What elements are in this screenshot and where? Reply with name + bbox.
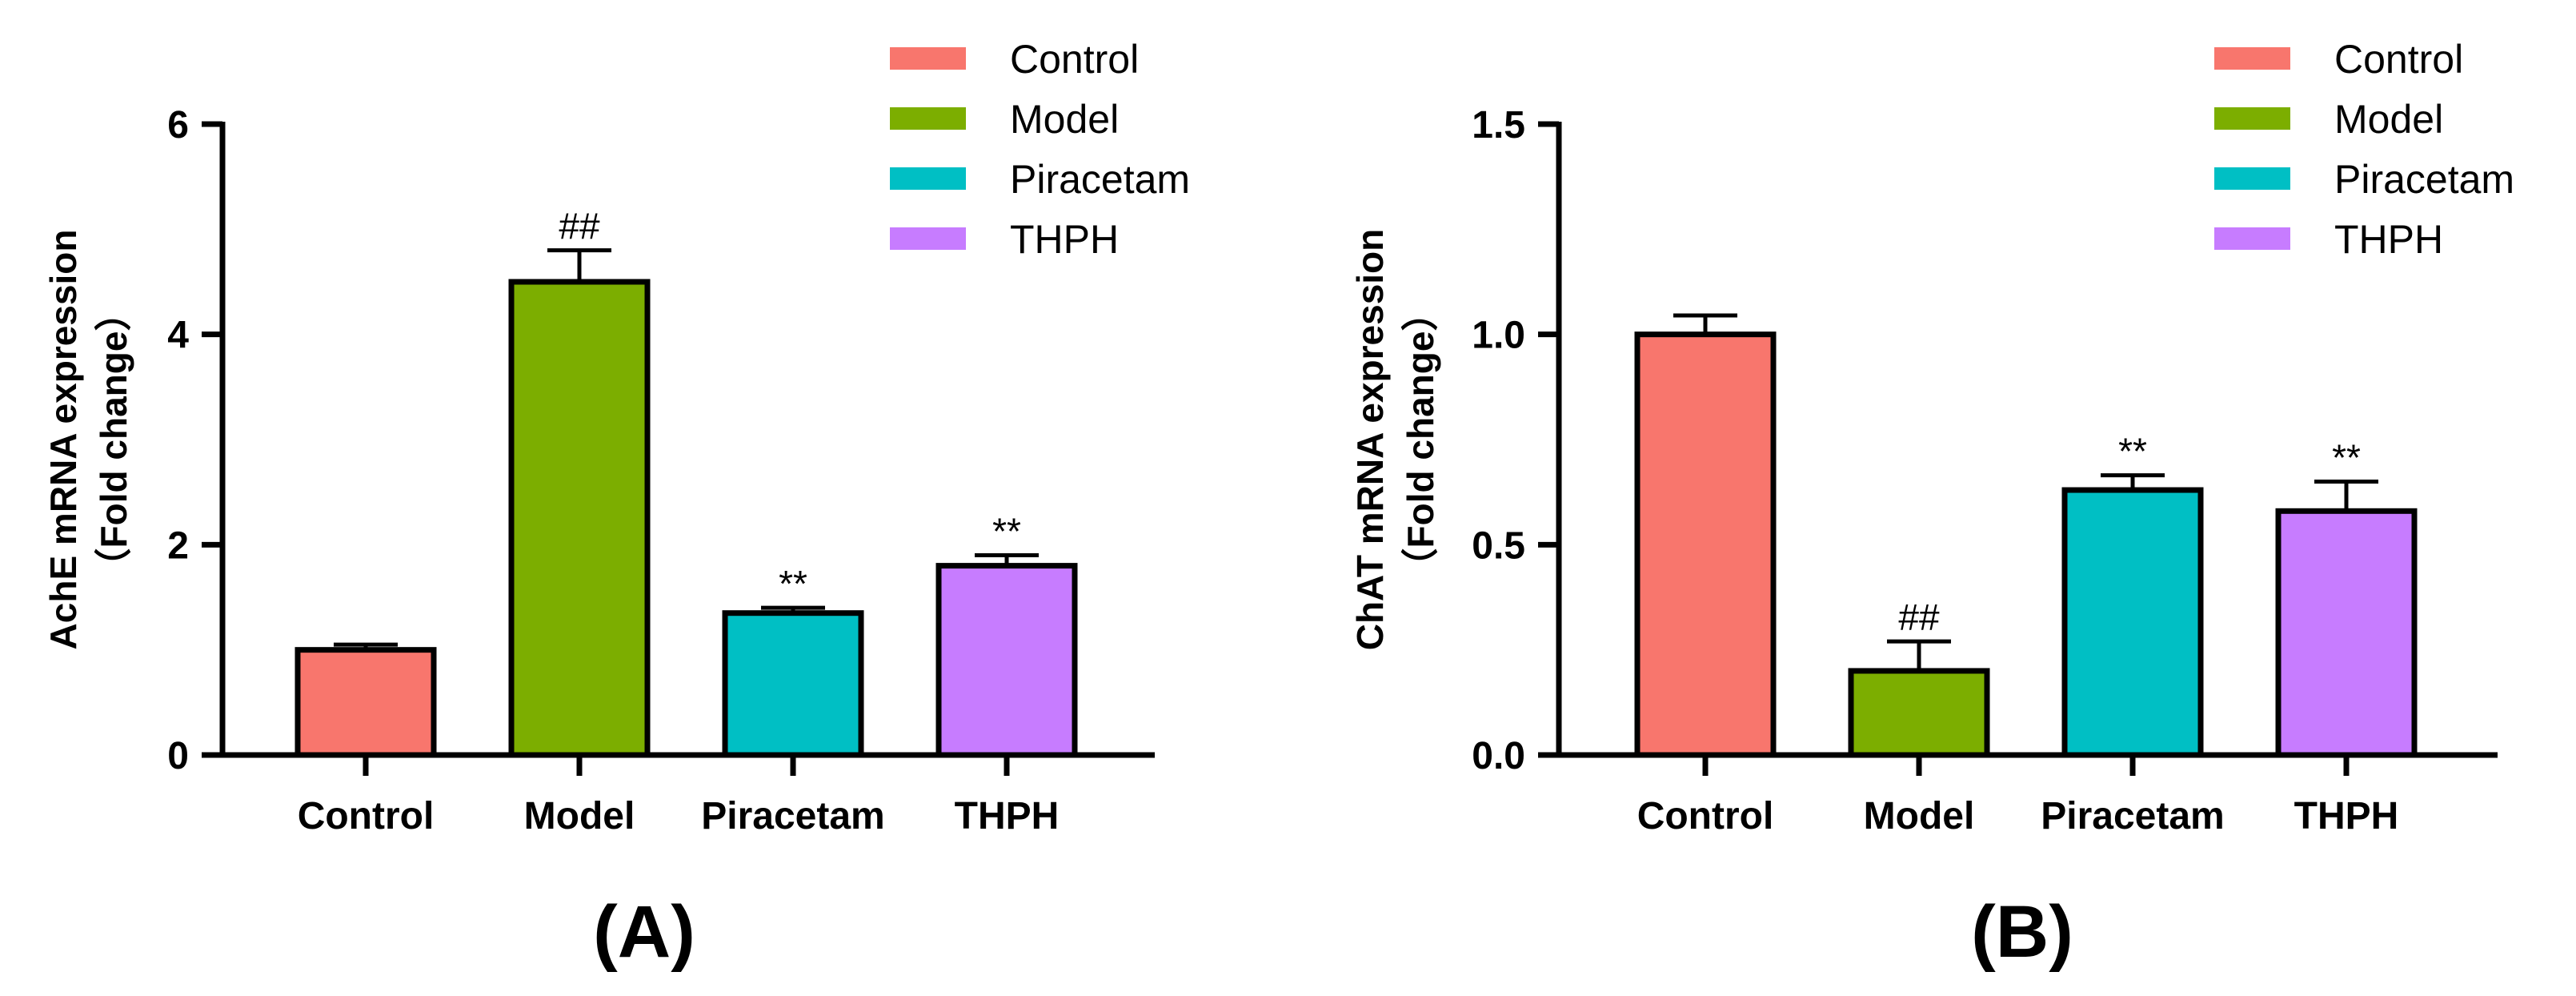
y-axis-label: ChAT mRNA expression xyxy=(1349,229,1391,651)
legend-label-model: Model xyxy=(2334,97,2443,142)
legend-label-thph: THPH xyxy=(1010,217,1119,262)
y-tick-label: 6 xyxy=(167,104,189,147)
legend-label-piracetam: Piracetam xyxy=(2334,157,2514,202)
legend-swatch-thph xyxy=(2214,227,2290,250)
y-tick-label: 0.5 xyxy=(1472,524,1525,567)
y-axis-label-units: （Fold change） xyxy=(93,295,134,585)
legend-swatch-model xyxy=(2214,107,2290,130)
y-axis-label: AchE mRNA expression xyxy=(42,230,84,650)
legend-label-piracetam: Piracetam xyxy=(1010,157,1190,202)
panel-label: (B) xyxy=(1971,891,2073,973)
y-tick-label: 2 xyxy=(167,524,189,567)
bar-piracetam xyxy=(722,610,864,758)
x-tick-label: THPH xyxy=(2294,795,2399,837)
significance-label: ** xyxy=(992,510,1021,552)
legend-swatch-control xyxy=(2214,47,2290,70)
legend-label-model: Model xyxy=(1010,97,1119,142)
x-tick-label: Piracetam xyxy=(2041,795,2224,837)
x-tick-label: Control xyxy=(1637,795,1774,837)
y-tick-label: 1.0 xyxy=(1472,315,1525,357)
significance-label: ## xyxy=(559,206,600,247)
bar-model xyxy=(1848,668,1990,758)
y-axis-label-units: （Fold change） xyxy=(1400,295,1441,585)
y-tick-label: 1.5 xyxy=(1472,104,1525,147)
legend-swatch-thph xyxy=(890,227,966,250)
chart-panel-a: ## ** ** 0 2 4 6 Control Model Piracetam THPH AchE … xyxy=(42,37,1190,973)
bar-control xyxy=(1634,331,1777,758)
significance-label: ** xyxy=(2118,431,2147,472)
legend-swatch-control xyxy=(890,47,966,70)
x-tick-label: Model xyxy=(524,795,635,837)
y-tick-label: 0.0 xyxy=(1472,735,1525,777)
bar-thph xyxy=(935,563,1078,758)
bar-thph xyxy=(2275,508,2418,758)
panel-label: (A) xyxy=(593,891,695,973)
y-tick-label: 0 xyxy=(167,735,189,777)
legend-label-thph: THPH xyxy=(2334,217,2443,262)
x-tick-label: THPH xyxy=(955,795,1060,837)
x-tick-label: Model xyxy=(1864,795,1975,837)
significance-label: ** xyxy=(779,563,807,604)
chart-panel-b: ## ** ** 0.0 0.5 1.0 1.5 Control Model Piracetam T… xyxy=(1349,37,2514,973)
significance-label: ** xyxy=(2332,437,2361,479)
legend-swatch-piracetam xyxy=(2214,167,2290,190)
bar-model xyxy=(508,279,651,758)
legend-swatch-model xyxy=(890,107,966,130)
bar-control xyxy=(294,647,437,758)
legend-label-control: Control xyxy=(1010,37,1139,82)
legend-swatch-piracetam xyxy=(890,167,966,190)
significance-label: ## xyxy=(1898,596,1940,638)
x-tick-label: Piracetam xyxy=(701,795,884,837)
legend-label-control: Control xyxy=(2334,37,2463,82)
bar-piracetam xyxy=(2061,487,2204,758)
x-tick-label: Control xyxy=(298,795,435,837)
y-tick-label: 4 xyxy=(167,315,189,357)
